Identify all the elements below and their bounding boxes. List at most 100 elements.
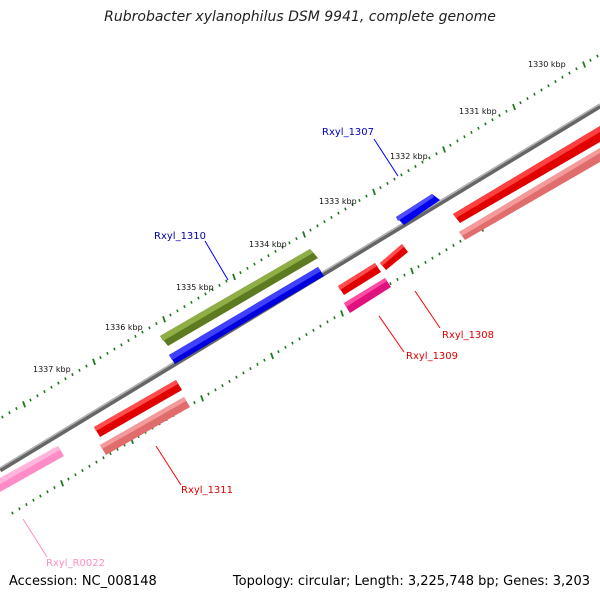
leader-rxyl-1311: [155, 445, 182, 486]
major-tick: [512, 103, 516, 111]
minor-tick: [148, 326, 151, 330]
leader-rxyl-1309: [378, 315, 405, 353]
feature-large-salmon-upper[interactable]: [459, 148, 600, 240]
minor-tick: [400, 173, 403, 177]
minor-tick: [561, 75, 564, 79]
minor-tick: [120, 343, 123, 347]
major-tick: [410, 267, 414, 275]
gene-label-rxyl-1309[interactable]: Rxyl_1309: [406, 351, 458, 362]
minor-tick: [568, 71, 571, 75]
minor-tick: [403, 273, 406, 277]
minor-tick: [190, 300, 193, 304]
minor-tick: [207, 392, 210, 396]
minor-tick: [228, 379, 231, 383]
minor-tick: [428, 156, 431, 160]
minor-tick: [267, 254, 270, 258]
minor-tick: [74, 473, 77, 477]
minor-tick: [344, 207, 347, 211]
minor-tick: [435, 152, 438, 156]
minor-tick: [99, 356, 102, 360]
minor-tick: [242, 371, 245, 375]
minor-tick: [88, 464, 91, 468]
minor-tick: [127, 339, 130, 343]
minor-tick: [102, 456, 105, 460]
minor-tick: [218, 283, 221, 287]
minor-tick: [456, 139, 459, 143]
minor-tick: [260, 258, 263, 262]
minor-tick: [46, 490, 49, 494]
feature-rxyl-1310-olive[interactable]: [160, 249, 318, 346]
minor-tick: [319, 324, 322, 328]
gene-label-rxyl-r0022[interactable]: Rxyl_R0022: [46, 558, 105, 569]
minor-tick: [505, 109, 508, 113]
feature-red-small[interactable]: [338, 263, 381, 295]
major-tick: [340, 310, 344, 317]
minor-tick: [445, 248, 448, 252]
minor-tick: [491, 118, 494, 122]
minor-tick: [309, 228, 312, 232]
minor-tick: [337, 211, 340, 215]
minor-tick: [298, 337, 301, 341]
minor-tick: [225, 279, 228, 283]
minor-tick: [323, 220, 326, 224]
minor-tick: [29, 398, 32, 402]
minor-tick: [81, 469, 84, 473]
major-tick: [162, 316, 166, 323]
minor-tick: [25, 503, 28, 507]
gene-label-rxyl-1310[interactable]: Rxyl_1310: [154, 231, 206, 242]
major-tick: [302, 231, 306, 238]
minor-tick: [211, 288, 214, 292]
minor-tick: [169, 313, 172, 317]
minor-tick: [449, 143, 452, 147]
minor-tick: [554, 80, 557, 84]
gene-label-rxyl-1308[interactable]: Rxyl_1308: [442, 330, 494, 341]
minor-tick: [424, 260, 427, 264]
minor-tick: [141, 330, 144, 334]
minor-tick: [239, 271, 242, 275]
feature-rxyl-1311[interactable]: [100, 397, 190, 455]
feature-rxyl-1308[interactable]: [380, 244, 408, 270]
minor-tick: [193, 401, 196, 405]
scale-label-1336: 1336 kbp: [105, 323, 143, 332]
leader-rxyl-1310: [204, 240, 229, 281]
minor-tick: [421, 160, 424, 164]
accession-label: Accession: NC_008148: [9, 574, 157, 589]
minor-tick: [221, 384, 224, 388]
minor-tick: [365, 194, 368, 198]
feature-rxyl-1310[interactable]: [169, 267, 324, 364]
feature-large-red-upper[interactable]: [453, 126, 600, 223]
feature-rxyl-1307[interactable]: [396, 194, 440, 225]
feature-rxyl-r0022[interactable]: [0, 446, 64, 492]
minor-tick: [113, 347, 116, 351]
feature-rxyl-1309[interactable]: [344, 278, 391, 313]
feature-red-left[interactable]: [94, 380, 182, 437]
map-title: Rubrobacter xylanophilus DSM 9941, compl…: [104, 9, 496, 25]
minor-tick: [498, 113, 501, 117]
gene-label-rxyl-1307[interactable]: Rxyl_1307: [322, 127, 374, 138]
minor-tick: [533, 92, 536, 96]
minor-tick: [64, 377, 67, 381]
outer-scale-ticks: [1, 54, 599, 419]
minor-tick: [183, 305, 186, 309]
minor-tick: [393, 177, 396, 181]
minor-tick: [176, 309, 179, 313]
major-tick: [200, 395, 204, 402]
minor-tick: [36, 394, 39, 398]
minor-tick: [295, 237, 298, 241]
minor-tick: [326, 320, 329, 324]
gene-label-rxyl-1311[interactable]: Rxyl_1311: [181, 485, 233, 496]
minor-tick: [575, 67, 578, 71]
minor-tick: [53, 486, 56, 490]
minor-tick: [235, 375, 238, 379]
minor-tick: [463, 135, 466, 139]
minor-tick: [204, 292, 207, 296]
minor-tick: [407, 169, 410, 173]
minor-tick: [312, 328, 315, 332]
minor-tick: [547, 84, 550, 88]
minor-tick: [526, 97, 529, 101]
minor-tick: [470, 130, 473, 134]
minor-tick: [414, 164, 417, 168]
minor-tick: [15, 407, 18, 411]
scale-label-1333: 1333 kbp: [319, 197, 357, 206]
